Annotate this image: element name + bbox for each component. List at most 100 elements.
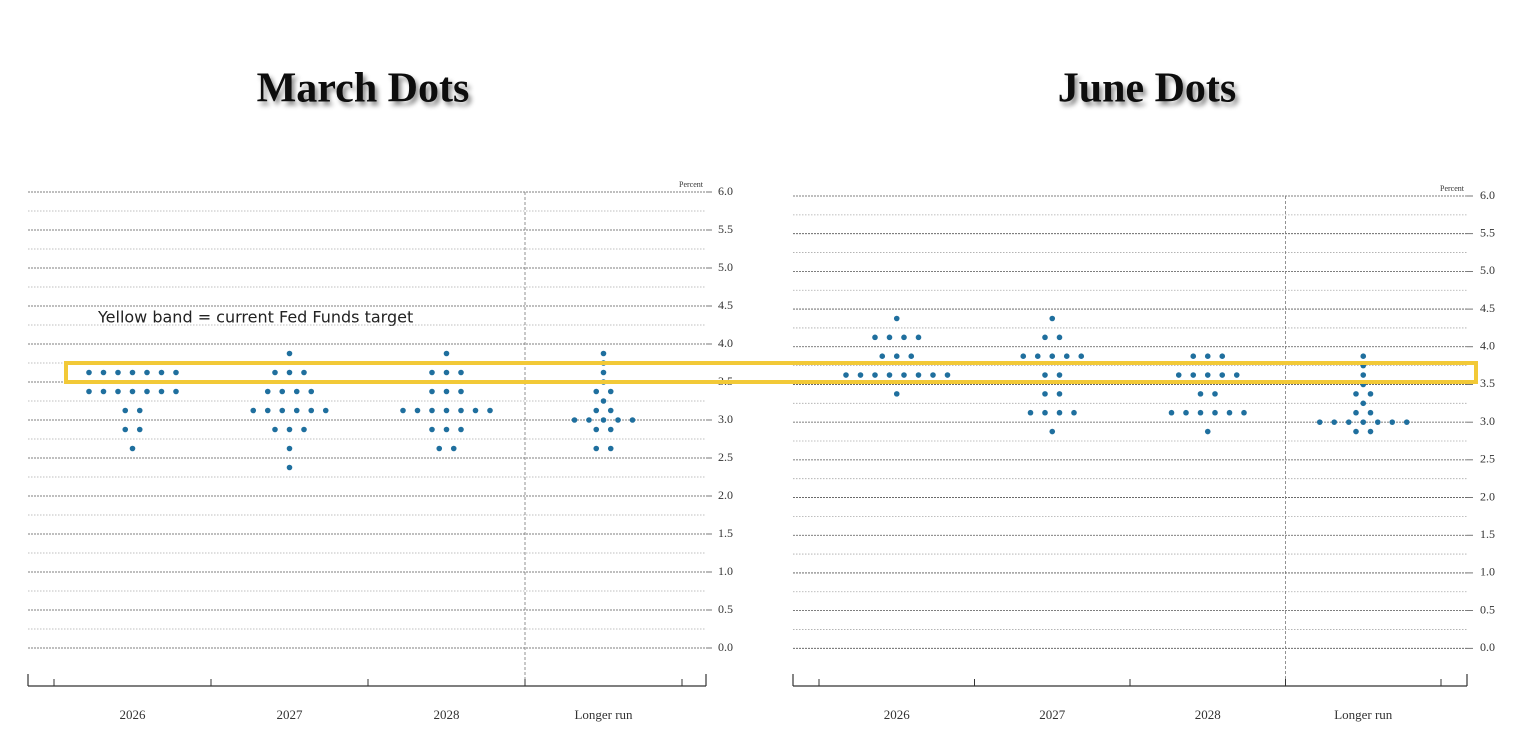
- dot: [1353, 409, 1359, 416]
- y-tick-label: 0.0: [1480, 640, 1495, 654]
- dot: [1042, 372, 1048, 378]
- dot: [1056, 334, 1063, 341]
- dot: [1331, 419, 1338, 425]
- dot: [144, 369, 150, 376]
- dot: [593, 388, 600, 395]
- dot: [458, 369, 464, 376]
- dot: [908, 353, 915, 359]
- dot: [301, 426, 307, 433]
- dot: [1056, 409, 1063, 416]
- dot: [1345, 419, 1352, 425]
- dot: [158, 369, 165, 376]
- y-tick-label: 4.0: [718, 336, 733, 350]
- y-tick-label: 1.0: [718, 564, 733, 578]
- dot: [264, 407, 271, 414]
- x-tick-label: Longer run: [574, 707, 633, 722]
- dot: [629, 417, 636, 423]
- dot: [293, 388, 300, 395]
- dot: [129, 388, 136, 395]
- y-tick-label: 4.5: [1480, 301, 1495, 315]
- dot: [1056, 391, 1063, 397]
- x-tick-label: 2027: [277, 707, 304, 722]
- dot: [308, 407, 315, 414]
- dot: [122, 407, 129, 414]
- dot: [893, 391, 900, 397]
- dot: [1042, 334, 1048, 341]
- dot: [915, 334, 922, 341]
- dot: [615, 417, 621, 423]
- dot: [458, 388, 464, 395]
- dot: [286, 369, 293, 376]
- dot: [1175, 372, 1182, 378]
- dot: [593, 426, 600, 433]
- dot: [1389, 419, 1396, 425]
- dot: [1316, 419, 1323, 425]
- y-tick-label: 2.5: [718, 450, 733, 464]
- dot: [600, 369, 607, 376]
- dot: [1367, 409, 1374, 416]
- dot: [879, 353, 886, 359]
- dot: [115, 388, 121, 395]
- dot: [1190, 353, 1197, 359]
- dot: [1403, 419, 1410, 425]
- dot: [487, 407, 493, 414]
- dot: [1042, 409, 1048, 416]
- y-tick-label: 2.0: [1480, 489, 1495, 503]
- dot: [443, 350, 450, 357]
- dot: [1042, 391, 1048, 397]
- dot: [901, 372, 907, 378]
- dot: [1360, 419, 1367, 425]
- dot: [1367, 428, 1374, 435]
- dot: [293, 407, 300, 414]
- dot: [607, 407, 614, 414]
- dot: [1056, 372, 1063, 378]
- y-tick-label: 2.0: [718, 488, 733, 502]
- dot: [322, 407, 329, 414]
- dot: [443, 407, 450, 414]
- dot: [429, 388, 435, 395]
- dot: [857, 372, 864, 378]
- dot: [86, 388, 92, 395]
- dot: [1190, 372, 1197, 378]
- y-tick-label: 5.0: [1480, 263, 1495, 277]
- y-tick-label: 3.0: [718, 412, 733, 426]
- y-tick-label: 3.5: [1480, 376, 1495, 390]
- y-tick-label: 5.0: [718, 260, 733, 274]
- dot: [1020, 353, 1027, 359]
- dot: [1360, 372, 1367, 378]
- dot: [1204, 428, 1211, 435]
- dot: [1212, 409, 1218, 416]
- dot: [1168, 409, 1175, 416]
- dot: [593, 445, 600, 452]
- dot: [129, 445, 136, 452]
- dot: [272, 369, 278, 376]
- dot: [1197, 409, 1204, 416]
- y-tick-label: 6.0: [1480, 188, 1495, 202]
- dot: [86, 369, 92, 376]
- dot: [472, 407, 479, 414]
- dot: [458, 426, 464, 433]
- dot: [571, 417, 578, 423]
- dot: [872, 372, 878, 378]
- dot: [1374, 419, 1381, 425]
- y-tick-label: 0.5: [1480, 602, 1495, 616]
- dot: [308, 388, 315, 395]
- dot: [429, 426, 435, 433]
- dot: [930, 372, 936, 378]
- dot: [286, 350, 293, 357]
- dot: [1197, 391, 1204, 397]
- y-tick-label: 1.5: [718, 526, 733, 540]
- dot: [1353, 391, 1359, 397]
- dot: [450, 445, 457, 452]
- dot: [893, 353, 900, 359]
- dot: [136, 407, 143, 414]
- dot: [286, 445, 293, 452]
- dot: [429, 407, 435, 414]
- y-tick-label: 2.5: [1480, 452, 1495, 466]
- dot: [129, 369, 136, 376]
- dot: [893, 315, 900, 322]
- dot: [1063, 353, 1070, 359]
- y-tick-label: 1.0: [1480, 565, 1495, 579]
- dot: [250, 407, 257, 414]
- dot: [115, 369, 121, 376]
